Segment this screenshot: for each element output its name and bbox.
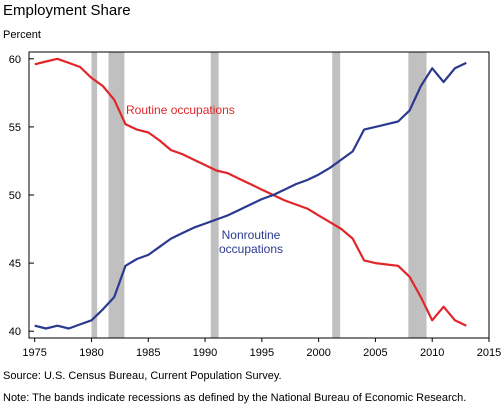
chart-title: Employment Share	[3, 2, 131, 19]
recession-note: Note: The bands indicate recessions as d…	[3, 392, 467, 404]
x-tick-label: 1985	[136, 347, 160, 359]
x-tick-label: 1995	[250, 347, 274, 359]
x-tick-label: 1980	[79, 347, 103, 359]
y-axis-unit-label: Percent	[3, 29, 41, 41]
recession-band-4	[332, 52, 341, 338]
recession-band-3	[210, 52, 219, 338]
y-tick-label: 55	[9, 122, 21, 134]
nonroutine-occupations-label: Nonroutine occupations	[219, 228, 283, 256]
routine-occupations-line	[34, 57, 467, 327]
recession-band-2	[108, 52, 125, 338]
routine-occupations-label: Routine occupations	[126, 103, 235, 117]
series-labels: Routine occupations Nonroutine occupations	[126, 103, 283, 256]
series-lines	[34, 57, 467, 330]
x-tick-label: 2000	[306, 347, 330, 359]
nonroutine-occupations-line	[34, 61, 467, 330]
x-tick-label: 1975	[22, 347, 46, 359]
x-tick-label: 1990	[193, 347, 217, 359]
x-tick-label: 2010	[420, 347, 444, 359]
recession-band-1	[91, 52, 98, 338]
y-tick-label: 50	[9, 190, 21, 202]
y-tick-label: 40	[9, 326, 21, 338]
y-tick-label: 60	[9, 54, 21, 66]
x-tick-label: 2015	[477, 347, 501, 359]
source-note: Source: U.S. Census Bureau, Current Popu…	[3, 370, 282, 382]
y-tick-label: 45	[9, 258, 21, 270]
recession-band-5	[408, 52, 427, 338]
axis-ticks: 1975 1980 1985 1990 1995 2000 2005 2010 2015 40 45…	[9, 54, 501, 359]
recession-bands	[91, 52, 427, 338]
x-tick-label: 2005	[363, 347, 387, 359]
